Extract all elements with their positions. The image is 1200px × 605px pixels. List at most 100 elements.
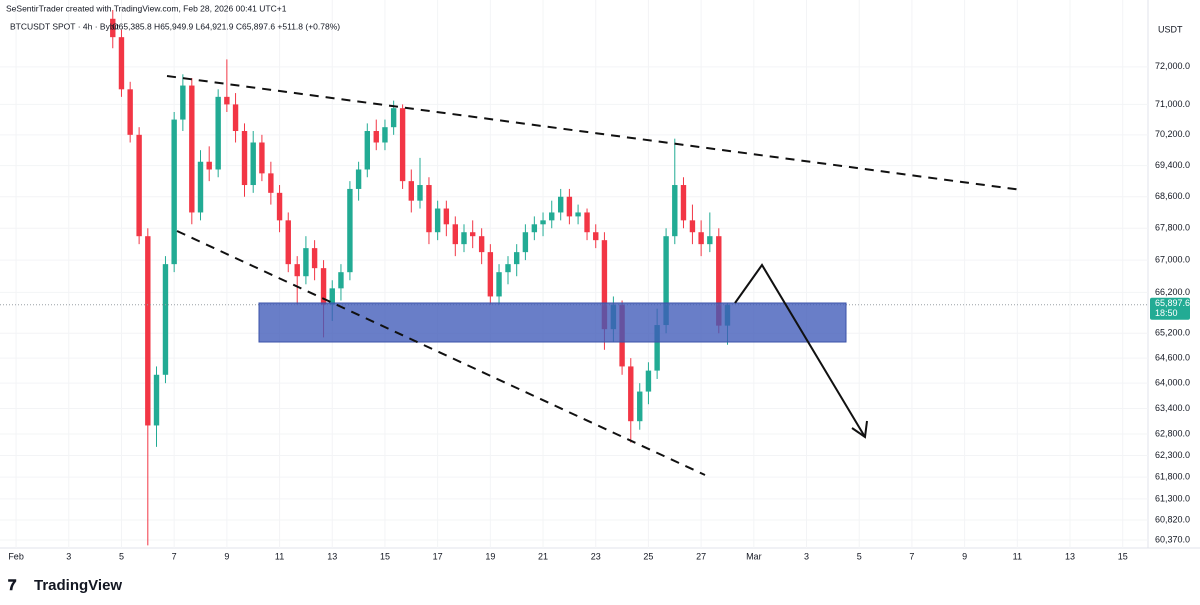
x-tick-label: 15 (380, 551, 390, 561)
axes: 72,000.0 71,000.0 70,200.0 69,400.0 68,600.0… (8, 61, 1190, 561)
candle-body (250, 142, 256, 186)
candle-body (566, 196, 573, 217)
candle-body (373, 131, 379, 143)
candle-body (487, 252, 494, 297)
header: SeSentirTrader created with TradingView.… (6, 3, 287, 13)
candle-body (232, 104, 239, 132)
x-tick-label: 19 (485, 551, 495, 561)
candle-body (320, 268, 327, 305)
candle-body (689, 220, 696, 233)
price-label: 65,897.6 (1155, 298, 1190, 308)
candle-body (716, 236, 722, 326)
candle-body (189, 85, 195, 213)
candle-body (390, 108, 397, 128)
x-tick-label: Feb (8, 551, 24, 561)
candle-body (110, 18, 116, 38)
y-tick-label: 61,300.0 (1155, 493, 1190, 503)
y-tick-label: 67,800.0 (1155, 223, 1190, 233)
candle-body (215, 96, 221, 170)
y-tick-label: 72,000.0 (1155, 61, 1190, 71)
candle-body (145, 236, 151, 426)
y-tick-label: 68,600.0 (1155, 191, 1190, 201)
x-tick-label: 11 (275, 551, 284, 561)
symbol: BTCUSDT SPOT · 4h · Bybit (10, 21, 119, 31)
candle-body (601, 240, 608, 330)
candle-body (197, 161, 204, 213)
candle-body (698, 232, 704, 245)
x-tick-label: 11 (1013, 551, 1022, 561)
y-tick-label: 69,400.0 (1155, 160, 1190, 170)
candle-body (645, 370, 652, 392)
ohlc-text: O65,385.8 H65,949.9 L64,921.9 C65,897.6 … (112, 21, 340, 31)
candle-body (593, 232, 599, 241)
candle-body (127, 89, 133, 135)
candle-body (311, 248, 318, 269)
candle-body (513, 252, 520, 265)
y-tick-label: 63,400.0 (1155, 403, 1190, 413)
candle-body (338, 272, 344, 289)
candle-body (654, 325, 660, 371)
candle-body (584, 212, 590, 233)
candle-body (347, 188, 353, 273)
brand: TradingView (34, 577, 122, 594)
y-tick-label: 65,200.0 (1155, 328, 1190, 338)
candle-body (540, 220, 546, 225)
support-zone (258, 302, 847, 343)
candle-body (478, 236, 485, 253)
candle-body (180, 85, 186, 120)
x-tick-label: 7 (172, 551, 177, 561)
forecast-arrow (734, 263, 866, 438)
candle-body (241, 131, 248, 186)
arrow-head (851, 420, 868, 439)
y-tick-label: 64,000.0 (1155, 378, 1190, 388)
candle-body (707, 236, 713, 245)
candle-body (408, 181, 414, 201)
candle-body (268, 173, 274, 193)
lower-trendline (176, 230, 706, 476)
y-tick-label: 70,200.0 (1155, 129, 1190, 139)
drawings (166, 75, 1023, 476)
candle-body (426, 185, 432, 233)
x-tick-label: 15 (1118, 551, 1128, 561)
candle-body (276, 192, 283, 221)
candle-body (505, 264, 511, 273)
candle-body (443, 208, 450, 225)
x-tick-label: 5 (857, 551, 862, 561)
candle-body (294, 264, 300, 277)
x-tick-label: 25 (643, 551, 653, 561)
x-tick-label: Mar (746, 551, 762, 561)
candle-body (399, 108, 406, 182)
candle-body (434, 208, 441, 233)
x-tick-label: 3 (66, 551, 71, 561)
candle-body (496, 272, 502, 297)
candle-body (417, 185, 423, 201)
candle-body (557, 196, 564, 213)
candle-body (575, 212, 581, 217)
currency: USDT (1158, 24, 1183, 34)
candle-body (285, 220, 291, 265)
x-tick-label: 23 (591, 551, 601, 561)
x-tick-label: 9 (224, 551, 229, 561)
candle-body (469, 232, 476, 237)
candle-body (171, 119, 177, 265)
candle-body (136, 134, 142, 237)
candle-body (382, 127, 388, 143)
candle-body (364, 131, 370, 170)
x-tick-label: 13 (327, 551, 337, 561)
y-tick-label: 61,800.0 (1155, 471, 1190, 481)
candle-body (637, 391, 643, 422)
x-tick-label: 5 (119, 551, 124, 561)
y-tick-label: 71,000.0 (1155, 99, 1190, 109)
x-tick-label: 27 (696, 551, 706, 561)
logo: 𝟕 TradingView (8, 577, 122, 594)
candle-body (672, 185, 678, 237)
x-tick-label: 7 (909, 551, 914, 561)
candle-body (549, 212, 555, 221)
candle-body (118, 37, 125, 90)
candle-body (329, 288, 335, 305)
candle-body (628, 366, 634, 422)
candle-body (663, 236, 669, 326)
y-tick-label: 62,300.0 (1155, 450, 1190, 460)
y-tick-label: 64,600.0 (1155, 352, 1190, 362)
